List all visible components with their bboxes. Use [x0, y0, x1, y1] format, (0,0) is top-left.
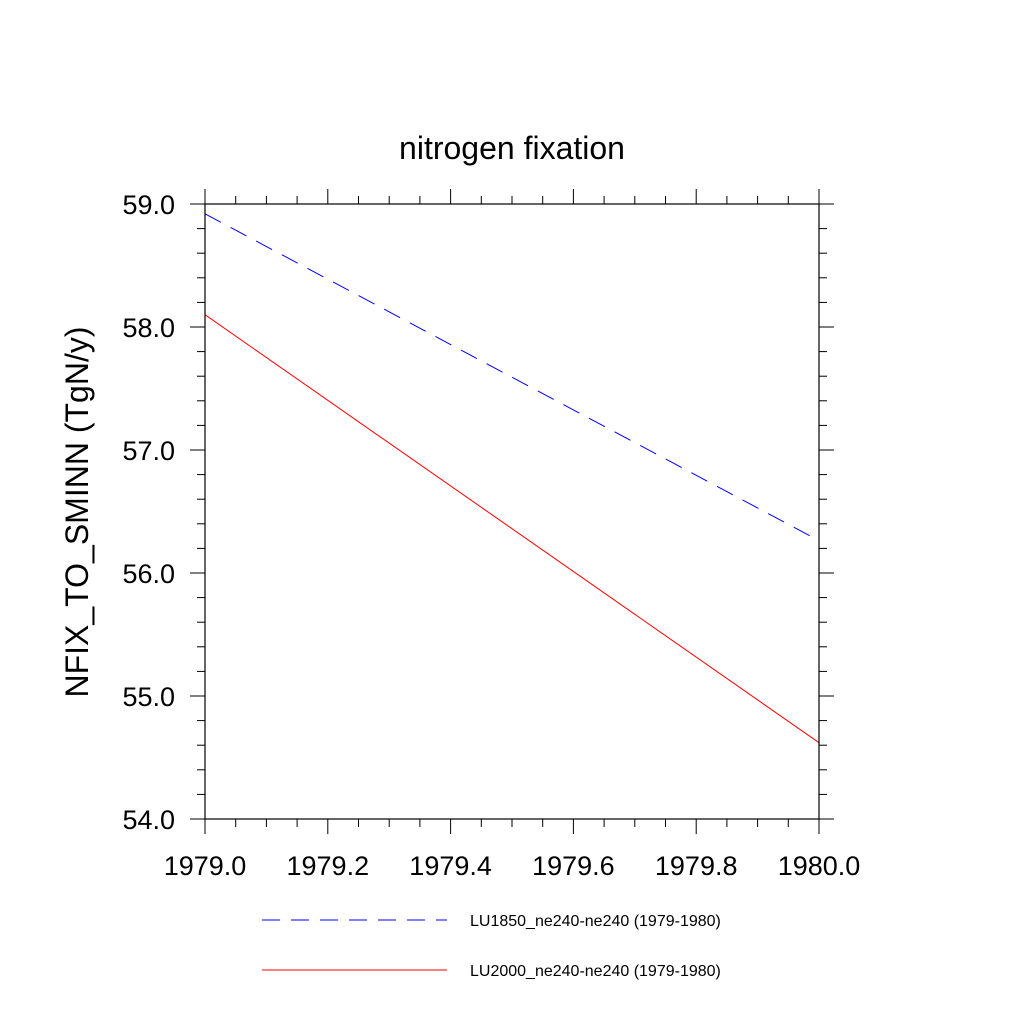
legend: LU1850_ne240-ne240 (1979-1980) LU2000_ne2… [262, 913, 721, 980]
x-tick-label: 1979.2 [287, 851, 370, 881]
x-tick-label: 1979.0 [164, 851, 247, 881]
y-tick-label: 56.0 [122, 559, 175, 589]
y-tick-label: 57.0 [122, 436, 175, 466]
y-tick-label: 55.0 [122, 682, 175, 712]
legend-label-0: LU1850_ne240-ne240 (1979-1980) [470, 913, 721, 930]
x-tick-label: 1979.4 [409, 851, 492, 881]
y-tick-label: 58.0 [122, 313, 175, 343]
y-tick-label: 54.0 [122, 805, 175, 835]
x-tick-label: 1980.0 [778, 851, 861, 881]
chart-title: nitrogen fixation [399, 130, 625, 166]
series-line-1 [204, 314, 820, 744]
series-layer [204, 213, 820, 744]
ticks-layer: 1979.0 1979.2 1979.4 1979.6 1979.8 1980.0 54.0… [122, 189, 860, 881]
x-tick-label: 1979.6 [532, 851, 615, 881]
plot-frame [204, 203, 820, 820]
x-tick-label: 1979.8 [655, 851, 738, 881]
series-line-0 [204, 213, 811, 537]
y-axis-label: NFIX_TO_SMINN (TgN/y) [59, 327, 95, 698]
legend-label-1: LU2000_ne240-ne240 (1979-1980) [470, 963, 721, 980]
y-tick-label: 59.0 [122, 190, 175, 220]
